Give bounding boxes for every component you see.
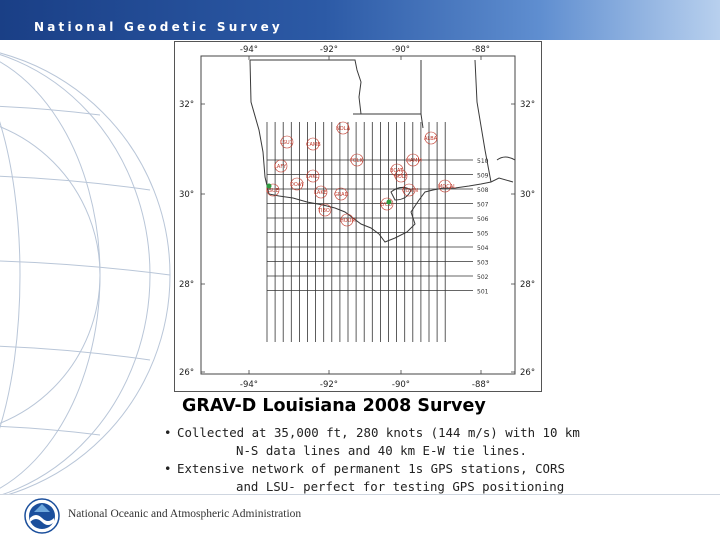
- station-label: FOLK: [350, 158, 364, 164]
- longitude-label-top: -90°: [392, 45, 410, 55]
- map-plot-border: [200, 55, 516, 375]
- station-circle: [314, 185, 328, 199]
- header-title: National Geodetic Survey: [34, 20, 283, 34]
- station-label: LSUE: [266, 188, 279, 194]
- station-label: GOLF: [394, 174, 408, 180]
- station-circle: [402, 183, 416, 197]
- station-label: NOLA: [336, 126, 351, 132]
- lake-pontchartrain: [390, 186, 412, 201]
- latitude-label-left: 32°: [179, 100, 194, 110]
- ew-line-label: 508: [477, 187, 489, 194]
- bullet-dot: •: [164, 425, 172, 440]
- ew-line-label: 503: [477, 260, 489, 267]
- ew-line-label: 510: [477, 158, 489, 165]
- latitude-label-right: 30°: [520, 190, 535, 200]
- note-1-line-2: N-S data lines and 40 km E-W tie lines.: [236, 443, 527, 458]
- ew-line-label: 507: [477, 202, 489, 209]
- station-label: HOUM: [340, 218, 356, 224]
- station-label: BCAT: [390, 168, 404, 174]
- texas-border: [249, 59, 270, 195]
- longitude-label-top: -88°: [472, 45, 490, 55]
- station-circle: [306, 169, 320, 183]
- station-circle: [336, 121, 350, 135]
- footer-divider: [0, 494, 720, 495]
- station-circle: [266, 183, 280, 197]
- florida-coast: [496, 156, 516, 161]
- latitude-label-left: 30°: [179, 190, 194, 200]
- station-label: HAMM: [406, 158, 422, 164]
- longitude-label-bottom: -90°: [392, 380, 410, 390]
- station-label: GRAD: [334, 192, 349, 198]
- map-caption-title: GRAV-D Louisiana 2008 Survey: [182, 396, 486, 416]
- latitude-label-right: 32°: [520, 100, 535, 110]
- alabama-border: [474, 59, 492, 183]
- ew-line-label: 504: [477, 245, 489, 252]
- longitude-label-bottom: -94°: [240, 380, 258, 390]
- station-label: LAKE: [314, 190, 327, 196]
- station-circle: [290, 177, 304, 191]
- globe-graticule-decoration: [0, 52, 171, 495]
- station-circle: [280, 135, 294, 149]
- ew-line-label: 505: [477, 231, 489, 238]
- ew-line-label: 501: [477, 289, 489, 296]
- longitude-label-top: -94°: [240, 45, 258, 55]
- ew-line-label: 506: [477, 216, 489, 223]
- gulf-coastline: [268, 177, 514, 243]
- station-circle: [390, 163, 404, 177]
- gps-station-marker: [386, 199, 392, 205]
- survey-notes: • Collected at 35,000 ft, 280 knots (144…: [164, 424, 584, 496]
- station-label: ALBA: [424, 136, 438, 142]
- coastline-and-borders: [249, 59, 516, 243]
- bullet-dot: •: [164, 461, 172, 476]
- ew-tie-lines: 510 509 508 507 506 505 504 503 502 501: [267, 158, 489, 296]
- station-label: LSU1: [280, 140, 293, 146]
- arkansas-border: [250, 59, 362, 115]
- note-2-line-1: Extensive network of permanent 1s GPS st…: [177, 461, 565, 476]
- note-1: • Collected at 35,000 ft, 280 knots (144…: [164, 424, 584, 460]
- survey-map: 510 509 508 507 506 505 504 503 502 501 LSU1 CAMB L…: [174, 41, 542, 392]
- note-2: • Extensive network of permanent 1s GPS …: [164, 460, 584, 496]
- noaa-logo: [24, 498, 60, 534]
- station-circle: [318, 203, 332, 217]
- station-label: COVIN: [402, 188, 418, 194]
- station-circle: [438, 179, 452, 193]
- footer-agency: National Oceanic and Atmospheric Adminis…: [68, 508, 302, 520]
- ns-flight-lines: [266, 122, 446, 342]
- station-label: TIBO: [317, 208, 330, 214]
- station-circle: [340, 213, 354, 227]
- header-banner: National Geodetic Survey: [0, 0, 720, 40]
- latitude-label-right: 28°: [520, 280, 535, 290]
- longitude-label-top: -92°: [320, 45, 338, 55]
- ew-line-label: 509: [477, 173, 489, 180]
- station-circle: [274, 159, 288, 173]
- station-circle: [306, 137, 320, 151]
- station-circle: [424, 131, 438, 145]
- latitude-label-right: 26°: [520, 368, 535, 378]
- note-1-line-1: Collected at 35,000 ft, 280 knots (144 m…: [177, 425, 580, 440]
- latitude-label-left: 28°: [179, 280, 194, 290]
- station-label: CAMB: [306, 142, 321, 148]
- station-circle: [406, 153, 420, 167]
- station-circle: [380, 197, 394, 211]
- note-2-line-2: and LSU- perfect for testing GPS positio…: [236, 479, 565, 494]
- station-label: LYCD: [380, 202, 392, 208]
- station-label: MOCAL: [438, 184, 456, 190]
- station-circle: [350, 153, 364, 167]
- station-circle: [394, 169, 408, 183]
- station-circle: [334, 187, 348, 201]
- station-label: DOAY: [290, 182, 305, 188]
- station-label: LAKC: [306, 174, 319, 180]
- ew-line-label: 502: [477, 274, 489, 281]
- latitude-label-left: 26°: [179, 368, 194, 378]
- longitude-label-bottom: -88°: [472, 380, 490, 390]
- longitude-label-bottom: -92°: [320, 380, 338, 390]
- station-label: LAFY: [274, 164, 287, 170]
- axis-labels: -94° -94° -92° -92° -90° -90° -88° -88° 32° 32° 30…: [179, 45, 535, 390]
- gps-station-marker: [266, 183, 272, 189]
